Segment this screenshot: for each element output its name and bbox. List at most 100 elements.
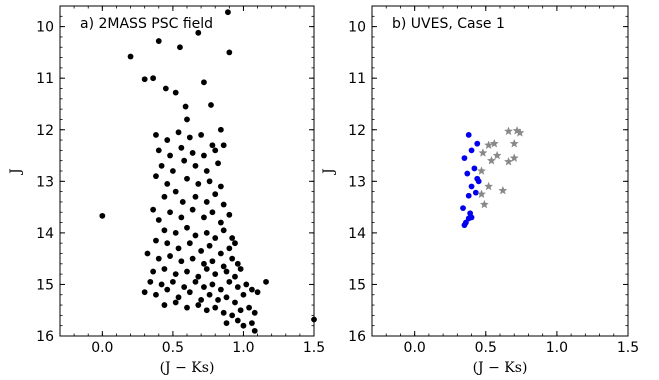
data-point [178,258,185,265]
data-point [184,116,190,123]
data-point [195,180,202,187]
data-point [192,278,199,285]
x-tick-label: 0.5 [475,340,497,356]
data-point [474,140,481,147]
data-point-star [478,148,488,157]
data-point [175,245,182,252]
data-point [226,278,233,285]
y-tick-label: 11 [348,71,366,87]
data-point [155,38,162,44]
data-point [203,307,210,314]
y-tick-label: 13 [348,174,366,190]
data-point [217,126,224,133]
data-point [263,278,269,285]
data-point [164,286,171,293]
data-point [178,214,185,221]
data-point [167,209,173,216]
data-point [215,160,221,167]
data-point [201,79,207,86]
y-tick-label: 14 [36,226,54,242]
data-point [251,327,258,334]
data-point [195,302,202,308]
data-point [179,199,186,205]
data-point [153,237,159,244]
data-point [229,312,236,319]
data-point [178,144,185,151]
data-point [232,240,238,247]
x-tick-label: 1.5 [303,340,325,356]
data-point [220,227,227,234]
data-point [209,281,216,288]
data-point [141,76,148,83]
data-point [127,53,134,60]
y-tick-label: 10 [36,20,54,36]
data-point [153,291,159,298]
data-point [212,235,219,241]
data-point [212,191,219,198]
data-point [144,250,151,257]
y-tick-label: 16 [348,329,366,345]
data-point-star [504,126,514,136]
data-point [153,132,159,138]
data-point [468,214,475,221]
data-point [158,281,165,288]
data-point [186,134,193,141]
data-point [192,162,199,169]
x-axis-label: (J − Ks) [473,360,528,376]
y-tick-label: 15 [36,277,54,293]
data-point [153,173,159,180]
data-point [215,297,221,303]
data-point [220,263,227,270]
data-point [158,162,165,169]
data-point [169,278,176,285]
data-point [167,152,173,159]
x-axis-label: (J − Ks) [160,360,215,376]
data-point [237,307,244,314]
data-point [226,211,233,218]
data-point-star [476,166,487,175]
data-point [189,150,196,156]
data-point [475,178,482,185]
data-point [161,302,168,308]
data-point [468,183,475,190]
panel-label: b) UVES, Case 1 [392,16,505,32]
data-point [172,229,179,236]
data-point [217,183,224,190]
data-point [311,316,317,323]
data-point-star [509,153,519,162]
data-point [172,299,179,306]
data-point [234,317,241,324]
data-point [150,75,157,82]
data-point [206,178,213,185]
data-point [161,266,168,272]
data-point [99,212,106,219]
data-point [206,242,213,249]
data-point [155,217,162,223]
data-point [164,240,171,247]
data-point [217,250,224,257]
data-point [461,222,468,229]
data-point [254,289,261,296]
data-point [172,89,179,96]
data-point [181,157,188,164]
y-tick-label: 14 [348,226,366,242]
data-point [161,193,168,200]
data-point [249,286,255,293]
panel-a: 0.0 0.5 1.0 1.5 10 11 12 13 14 15 16 a) 2MASS PSC f… [8,5,325,376]
data-point [234,284,241,290]
data-point [212,271,219,278]
data-point [209,258,216,265]
data-point-star [492,150,502,160]
data-point-star [498,185,508,195]
data-point [217,286,224,293]
data-point [189,206,196,213]
data-point-star [479,199,489,209]
data-point [192,193,199,200]
data-point [203,229,210,236]
data-point [162,85,169,92]
data-point [223,268,230,275]
data-point [212,147,219,154]
data-point [155,147,162,154]
data-point [209,209,216,216]
data-point-star [484,181,494,191]
